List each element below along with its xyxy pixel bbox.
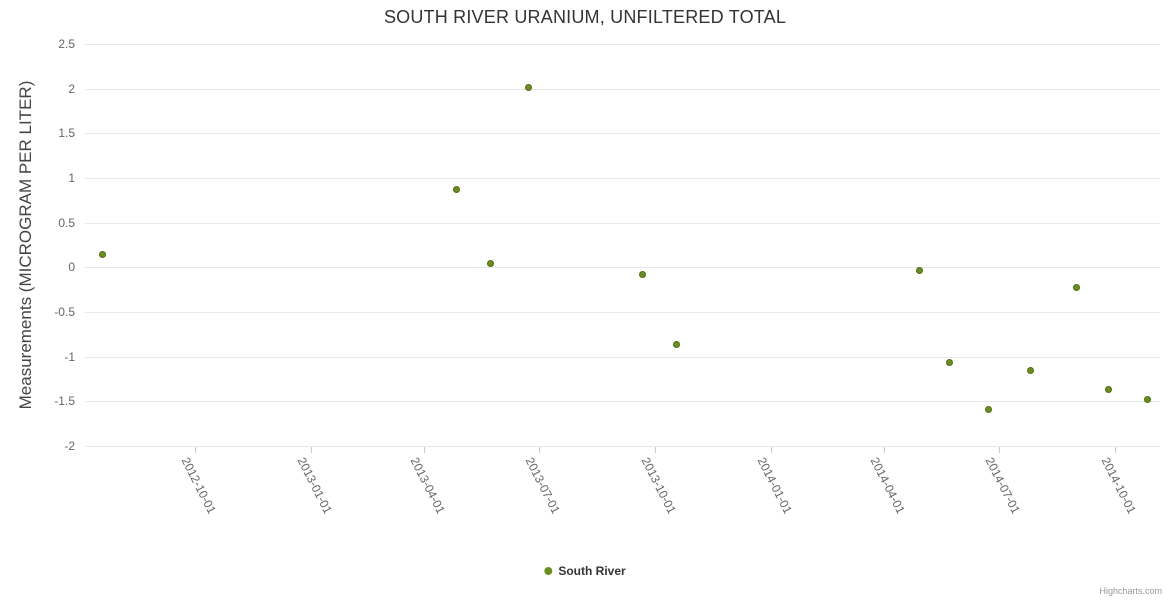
y-axis-tick-label: 1 <box>68 171 75 185</box>
legend-item-south-river[interactable]: South River <box>544 564 626 578</box>
data-point[interactable] <box>1026 366 1034 374</box>
y-axis-tick-label: -1 <box>64 349 75 364</box>
x-axis-tick-label: 2013-07-01 <box>522 455 563 517</box>
data-point[interactable] <box>915 266 923 274</box>
x-axis-tick-mark <box>310 447 312 453</box>
x-axis-tick-label: 2013-01-01 <box>294 455 335 517</box>
y-gridline <box>85 446 1160 447</box>
y-gridline <box>85 133 1160 135</box>
chart-title: SOUTH RIVER URANIUM, UNFILTERED TOTAL <box>383 7 787 27</box>
data-point[interactable] <box>487 260 495 268</box>
highcharts-credits-link[interactable]: Highcharts.com <box>1099 586 1162 596</box>
x-axis-tick-mark <box>1114 447 1116 453</box>
y-gridline <box>85 178 1160 179</box>
y-gridline <box>85 88 1160 90</box>
x-axis-tick-label: 2014-10-01 <box>1098 455 1139 517</box>
x-axis-tick-mark <box>770 447 772 453</box>
data-point[interactable] <box>638 270 646 278</box>
y-axis-tick-label: -0.5 <box>54 305 75 319</box>
y-axis-tick-label: -2 <box>64 439 75 453</box>
y-gridline <box>85 312 1160 313</box>
x-axis-tick-mark <box>998 447 1000 453</box>
y-axis-tick-label: 2 <box>68 81 75 96</box>
data-point[interactable] <box>1073 284 1081 292</box>
x-axis-tick-label: 2013-10-01 <box>638 455 679 517</box>
data-point[interactable] <box>525 84 533 92</box>
y-gridline <box>85 267 1160 269</box>
legend-label: South River <box>558 564 626 578</box>
data-point[interactable] <box>946 359 954 367</box>
x-axis-tick-label: 2014-04-01 <box>867 455 908 517</box>
y-gridline <box>85 401 1160 403</box>
y-axis-tick-label: 0 <box>68 260 75 275</box>
data-point[interactable] <box>1143 396 1151 404</box>
data-point[interactable] <box>453 186 461 194</box>
data-point[interactable] <box>99 251 107 259</box>
x-axis-tick-mark <box>538 447 540 453</box>
x-axis-tick-mark <box>194 447 196 453</box>
plot-area <box>85 44 1160 447</box>
data-point[interactable] <box>672 340 680 348</box>
y-axis-tick-label: 0.5 <box>58 215 75 230</box>
y-gridline <box>85 222 1160 224</box>
x-axis-tick-label: 2014-01-01 <box>754 455 795 517</box>
data-point[interactable] <box>985 405 993 413</box>
y-axis-tick-label: 1.5 <box>58 126 75 141</box>
x-axis-tick-mark <box>884 447 885 453</box>
x-axis-tick-label: 2013-04-01 <box>407 455 448 517</box>
x-axis-tick-mark <box>424 447 425 453</box>
y-gridline <box>85 44 1160 45</box>
data-point[interactable] <box>1104 386 1112 394</box>
y-axis-tick-label: -1.5 <box>54 394 75 409</box>
x-axis-tick-label: 2012-10-01 <box>178 455 219 517</box>
x-axis-tick-mark <box>654 447 656 453</box>
y-axis-tick-label: 2.5 <box>58 37 75 51</box>
legend-marker-icon <box>544 567 553 575</box>
y-gridline <box>85 356 1160 358</box>
x-axis-tick-label: 2014-07-01 <box>982 455 1023 517</box>
